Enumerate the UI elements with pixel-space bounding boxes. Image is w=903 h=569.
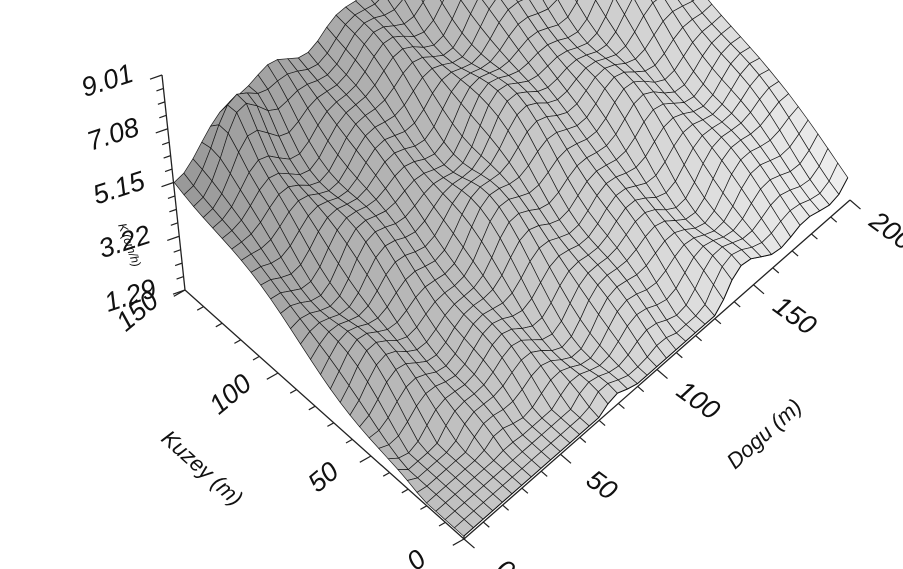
y-axis-line (184, 289, 465, 540)
y-tick-label: 50 (302, 456, 344, 498)
z-tick (161, 141, 170, 146)
z-tick (149, 74, 163, 80)
x-tick (791, 250, 799, 257)
x-tick (849, 199, 861, 210)
y-tick (196, 306, 204, 311)
z-tick (163, 155, 171, 159)
y-tick (359, 455, 372, 463)
x-tick (463, 538, 475, 549)
x-tick (656, 369, 668, 380)
z-tick (170, 222, 179, 226)
y-tick (215, 322, 223, 328)
z-tick (169, 208, 177, 213)
y-tick (289, 389, 297, 394)
x-tick (733, 301, 741, 308)
y-tick (308, 405, 316, 411)
y-tick (252, 355, 260, 361)
y-tick (234, 339, 242, 344)
x-tick-label: 100 (671, 375, 725, 426)
x-tick (811, 233, 818, 240)
surface-cell (370, 0, 380, 5)
x-tick (521, 487, 529, 494)
z-tick-label: 9.01 (78, 58, 137, 103)
y-tick (452, 538, 465, 546)
x-tick (482, 521, 490, 528)
z-tick (167, 195, 176, 199)
x-tick (560, 453, 572, 464)
y-tick-label: 0 (401, 544, 432, 569)
surface-front-edge (463, 177, 849, 537)
z-tick (156, 87, 164, 92)
y-tick (327, 422, 335, 427)
z-tick (157, 101, 166, 105)
y-tick-label: 100 (203, 368, 257, 420)
z-tick (161, 181, 174, 188)
z-tick (164, 168, 173, 173)
z-tick-label: 5.15 (89, 165, 149, 210)
x-tick (618, 402, 625, 410)
surface-mesh (173, 0, 849, 537)
x-tick (637, 385, 645, 393)
y-axis-title: Kuzey (m) (157, 425, 248, 511)
x-tick-label: 0 (490, 553, 520, 569)
z-tick (176, 275, 184, 280)
x-tick (675, 352, 683, 359)
y-tick (266, 372, 279, 380)
x-tick (830, 216, 838, 223)
z-tick (172, 289, 186, 295)
z-axis-ticks: 1.293.225.157.089.01 (78, 58, 186, 318)
z-tick (159, 114, 167, 119)
y-tick (420, 505, 428, 510)
x-tick-label: 200 (863, 205, 903, 256)
x-tick (502, 504, 509, 511)
y-tick (438, 521, 446, 527)
z-tick (155, 128, 168, 134)
x-tick (579, 436, 587, 443)
y-tick (345, 438, 353, 444)
z-tick (174, 262, 183, 267)
x-tick-label: 50 (581, 464, 623, 506)
z-tick (167, 235, 180, 242)
y-tick (382, 472, 390, 477)
x-tick (695, 335, 702, 342)
y-tick (401, 488, 409, 494)
x-tick (772, 267, 780, 274)
z-tick-label: 7.08 (83, 112, 142, 157)
x-tick (753, 284, 765, 295)
x-tick (714, 318, 722, 325)
x-tick (540, 470, 548, 477)
z-tick (173, 249, 181, 253)
x-tick-label: 150 (768, 290, 822, 341)
x-tick (598, 419, 606, 427)
x-axis-title: Dogu (m) (722, 394, 807, 474)
